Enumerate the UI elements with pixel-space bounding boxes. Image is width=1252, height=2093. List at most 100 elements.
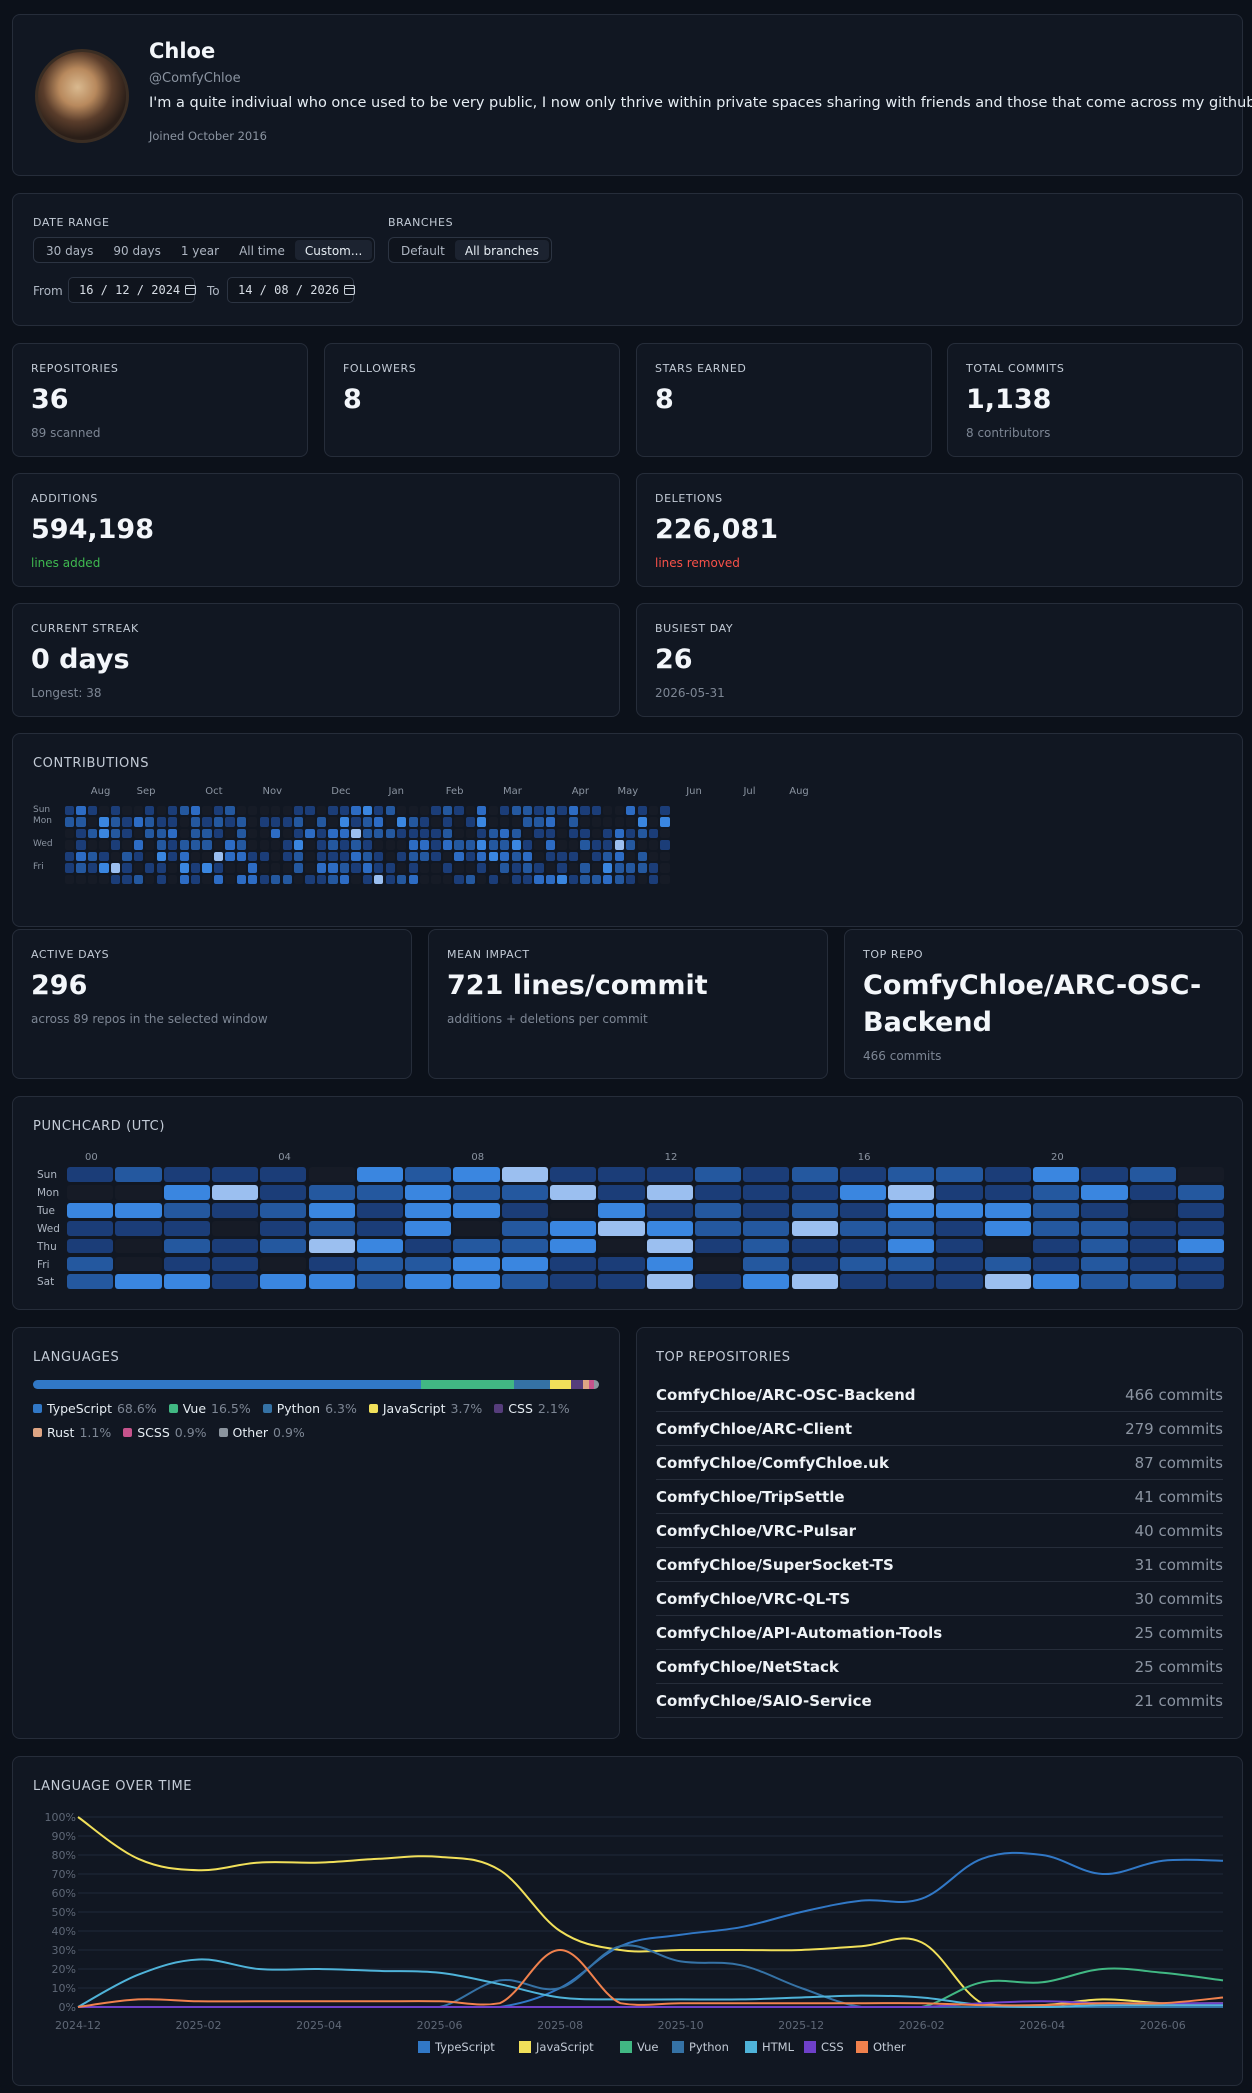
punchcard-cell[interactable]: [743, 1256, 790, 1272]
contribution-day[interactable]: [660, 828, 670, 839]
punchcard-cell[interactable]: [1081, 1256, 1128, 1272]
punchcard-cell[interactable]: [405, 1167, 452, 1182]
contribution-day[interactable]: [282, 851, 292, 862]
contribution-day[interactable]: [156, 874, 166, 884]
contribution-day[interactable]: [339, 840, 350, 850]
punchcard-cell[interactable]: [501, 1184, 548, 1200]
punchcard-cell[interactable]: [163, 1202, 210, 1218]
punchcard-cell[interactable]: [646, 1167, 693, 1182]
punchcard-cell[interactable]: [356, 1256, 404, 1272]
contribution-day[interactable]: [259, 840, 269, 850]
contribution-day[interactable]: [580, 863, 590, 873]
contribution-day[interactable]: [591, 828, 601, 839]
contribution-day[interactable]: [454, 863, 464, 873]
punchcard-cell[interactable]: [791, 1184, 838, 1200]
punchcard-cell[interactable]: [260, 1167, 307, 1182]
punchcard-cell[interactable]: [598, 1238, 645, 1254]
punchcard-cell[interactable]: [694, 1202, 742, 1218]
contribution-day[interactable]: [626, 840, 636, 850]
contribution-day[interactable]: [591, 817, 601, 827]
contribution-day[interactable]: [626, 817, 636, 827]
contribution-day[interactable]: [408, 828, 418, 839]
punchcard-cell[interactable]: [646, 1184, 693, 1200]
punchcard-cell[interactable]: [839, 1184, 887, 1200]
contribution-day[interactable]: [545, 806, 556, 816]
punchcard-cell[interactable]: [888, 1202, 935, 1218]
punchcard-cell[interactable]: [163, 1167, 210, 1182]
contribution-day[interactable]: [145, 828, 155, 839]
punchcard-cell[interactable]: [308, 1238, 355, 1254]
punchcard-cell[interactable]: [1033, 1220, 1080, 1236]
contribution-day[interactable]: [305, 863, 315, 873]
contribution-day[interactable]: [660, 851, 670, 862]
contribution-day[interactable]: [454, 851, 464, 862]
punchcard-cell[interactable]: [550, 1238, 597, 1254]
contribution-day[interactable]: [580, 874, 590, 884]
contribution-day[interactable]: [419, 863, 430, 873]
contribution-day[interactable]: [122, 840, 132, 850]
contribution-day[interactable]: [76, 828, 86, 839]
contribution-day[interactable]: [168, 806, 178, 816]
punchcard-cell[interactable]: [888, 1167, 935, 1182]
contribution-day[interactable]: [397, 806, 407, 816]
contribution-day[interactable]: [591, 874, 601, 884]
contribution-day[interactable]: [523, 828, 533, 839]
contribution-day[interactable]: [442, 874, 453, 884]
punchcard-cell[interactable]: [1177, 1238, 1225, 1254]
to-date-input[interactable]: 14 / 08 / 2026: [227, 277, 356, 303]
contribution-day[interactable]: [580, 840, 590, 850]
repo-name[interactable]: ComfyChloe/VRC-Pulsar: [656, 1521, 857, 1540]
punchcard-cell[interactable]: [839, 1238, 887, 1254]
contribution-day[interactable]: [87, 806, 98, 816]
contribution-day[interactable]: [477, 851, 487, 862]
contribution-day[interactable]: [419, 817, 430, 827]
contribution-day[interactable]: [225, 874, 235, 884]
punchcard-cell[interactable]: [211, 1184, 259, 1200]
contribution-day[interactable]: [294, 828, 304, 839]
punchcard-cell[interactable]: [888, 1256, 935, 1272]
contribution-day[interactable]: [500, 863, 510, 873]
contribution-day[interactable]: [179, 863, 189, 873]
contribution-day[interactable]: [271, 840, 281, 850]
repo-name[interactable]: ComfyChloe/SAIO-Service: [656, 1691, 872, 1710]
punchcard-cell[interactable]: [791, 1256, 838, 1272]
contribution-day[interactable]: [328, 863, 338, 873]
contribution-day[interactable]: [316, 840, 327, 850]
contribution-day[interactable]: [534, 828, 544, 839]
range-90-days[interactable]: 90 days: [113, 244, 161, 258]
contribution-day[interactable]: [488, 863, 498, 873]
contribution-day[interactable]: [190, 840, 201, 850]
punchcard-cell[interactable]: [694, 1220, 742, 1236]
contribution-day[interactable]: [145, 806, 155, 816]
punchcard-cell[interactable]: [405, 1238, 452, 1254]
repo-row[interactable]: ComfyChloe/VRC-Pulsar 40 commits: [656, 1514, 1223, 1548]
contribution-day[interactable]: [339, 851, 350, 862]
contribution-day[interactable]: [374, 828, 384, 839]
punchcard-cell[interactable]: [356, 1274, 404, 1290]
contribution-day[interactable]: [603, 828, 613, 839]
punchcard-cell[interactable]: [743, 1202, 790, 1218]
range-all-time[interactable]: All time: [239, 244, 285, 258]
contribution-day[interactable]: [637, 874, 647, 884]
contribution-day[interactable]: [397, 817, 407, 827]
punchcard-cell[interactable]: [115, 1238, 162, 1254]
contribution-day[interactable]: [202, 828, 212, 839]
contribution-day[interactable]: [110, 851, 121, 862]
punchcard-cell[interactable]: [984, 1238, 1031, 1254]
contribution-day[interactable]: [397, 840, 407, 850]
contribution-day[interactable]: [557, 806, 567, 816]
repo-row[interactable]: ComfyChloe/ARC-OSC-Backend 466 commits: [656, 1378, 1223, 1412]
punchcard-cell[interactable]: [501, 1220, 548, 1236]
repo-name[interactable]: ComfyChloe/ARC-Client: [656, 1419, 853, 1438]
punchcard-cell[interactable]: [1033, 1167, 1080, 1182]
punchcard-cell[interactable]: [1081, 1238, 1128, 1254]
contribution-day[interactable]: [225, 840, 235, 850]
punchcard-cell[interactable]: [550, 1184, 597, 1200]
contribution-day[interactable]: [87, 817, 98, 827]
punchcard-cell[interactable]: [67, 1256, 114, 1272]
punchcard-cell[interactable]: [550, 1274, 597, 1290]
contribution-day[interactable]: [545, 840, 556, 850]
contribution-day[interactable]: [568, 817, 579, 827]
contribution-day[interactable]: [419, 806, 430, 816]
contribution-day[interactable]: [282, 874, 292, 884]
